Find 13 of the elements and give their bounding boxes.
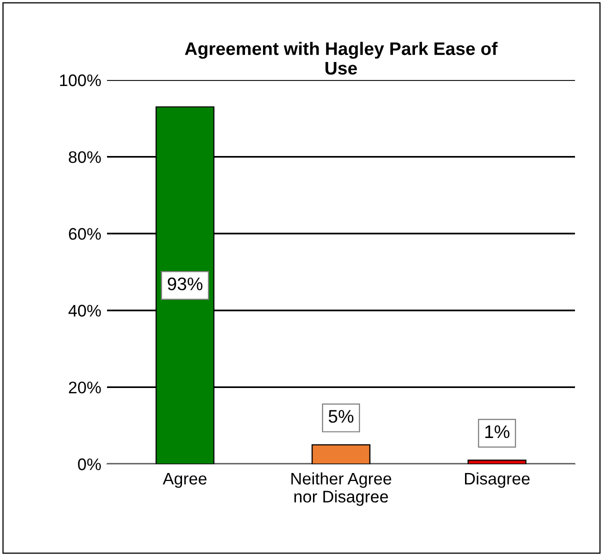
- y-tick-label: 40%: [68, 304, 101, 317]
- data-label: 1%: [485, 425, 510, 438]
- y-tick-label: 80%: [68, 151, 101, 164]
- chart-title: Agreement with Hagley Park Ease of Use: [184, 42, 498, 75]
- x-tick-label: Agree: [162, 472, 206, 488]
- x-tick-label: Disagree: [465, 472, 530, 488]
- data-label: 93%: [168, 278, 202, 290]
- data-label: 5%: [328, 410, 354, 423]
- y-tick-label: 0%: [78, 458, 101, 470]
- y-tick-label: 100%: [60, 74, 101, 86]
- y-tick-label: 60%: [68, 228, 101, 240]
- y-tick-label: 20%: [68, 382, 101, 394]
- x-tick-label: Neither Agree nor Disagree: [291, 472, 392, 506]
